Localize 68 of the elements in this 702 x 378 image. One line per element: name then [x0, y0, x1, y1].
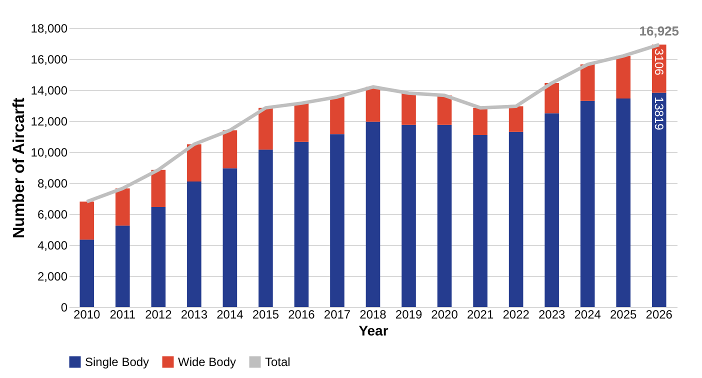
y-tick-label: 12,000 [30, 114, 68, 128]
bar [115, 188, 130, 226]
bar [437, 95, 452, 125]
bar [222, 168, 238, 307]
y-tick-label: 4,000 [37, 238, 68, 252]
bar [258, 108, 273, 150]
y-tick-label: 10,000 [30, 146, 68, 160]
y-tick-label: 16,000 [30, 52, 68, 66]
bar [330, 134, 344, 307]
y-tick-label: 8,000 [37, 176, 68, 190]
bar [80, 240, 94, 307]
x-tick-label: 2010 [74, 308, 101, 322]
x-tick-label: 2022 [502, 308, 530, 322]
y-tick-label: 0 [60, 300, 68, 314]
bar [544, 83, 559, 114]
x-tick-label: 2025 [610, 308, 638, 322]
bar [473, 134, 488, 307]
bar [294, 103, 309, 142]
bar [508, 132, 524, 307]
bar [508, 106, 524, 132]
x-tick-label: 2013 [180, 308, 208, 322]
legend-label: Total [265, 355, 290, 369]
bar [258, 150, 273, 307]
x-tick-label: 2017 [324, 308, 351, 322]
x-tick-label: 2014 [216, 308, 244, 322]
x-tick-label: 2026 [646, 308, 673, 322]
bar [652, 92, 666, 307]
bar [616, 56, 631, 99]
legend-label: Single Body [85, 355, 150, 369]
bar [187, 181, 202, 307]
bar [187, 144, 202, 182]
y-tick-label: 6,000 [37, 208, 68, 222]
bar [366, 86, 380, 122]
bar [580, 64, 595, 101]
x-tick-label: 2021 [466, 308, 494, 322]
x-axis-title: Year [358, 322, 389, 338]
bar [544, 113, 559, 307]
bar [294, 142, 309, 307]
x-tick-label: 2023 [538, 308, 566, 322]
bar [330, 96, 344, 134]
x-tick-label: 2016 [288, 308, 316, 322]
x-tick-label: 2011 [110, 308, 136, 322]
x-tick-label: 2019 [395, 308, 422, 322]
bar [402, 124, 416, 307]
bar [473, 108, 488, 135]
legend-label: Wide Body [178, 355, 236, 369]
bar [580, 100, 595, 307]
bar [115, 226, 130, 307]
x-tick-label: 2018 [360, 308, 387, 322]
x-tick-label: 2020 [431, 308, 458, 322]
bar [151, 207, 166, 307]
bar [402, 93, 416, 125]
y-tick-label: 14,000 [30, 84, 68, 98]
bar [80, 202, 94, 240]
y-tick-label: 18,000 [30, 22, 68, 36]
y-tick-label: 2,000 [37, 270, 68, 284]
data-label: 13819 [652, 96, 666, 130]
x-tick-label: 2015 [252, 308, 280, 322]
x-tick-label: 2024 [574, 308, 602, 322]
bar [437, 124, 452, 307]
data-label: 16,925 [639, 24, 679, 39]
y-axis-title: Number of Aircarft [10, 96, 28, 238]
data-label: 3106 [652, 48, 666, 76]
bar [366, 122, 380, 307]
x-tick-label: 2012 [145, 308, 172, 322]
bar [616, 98, 631, 307]
bar [222, 130, 238, 168]
bar [151, 170, 166, 208]
